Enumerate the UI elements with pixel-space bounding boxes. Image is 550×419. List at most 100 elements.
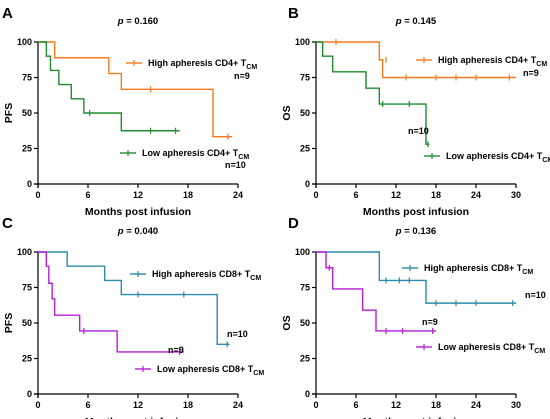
legend-label-main: High apheresis CD4+ T [148,58,247,68]
legend-label: Low apheresis CD8+ TCM [438,342,545,355]
p-value-number: = 0.136 [402,226,437,237]
x-tick-label: 0 [35,190,40,200]
y-tick-label: 0 [305,179,310,189]
y-tick-label: 50 [300,108,310,118]
legend-label-subscript: CM [542,157,550,164]
n-label: n=10 [227,329,248,339]
x-tick-label: 18 [183,400,193,410]
legend-label-subscript: CM [250,275,261,282]
p-value: p = 0.145 [395,16,437,27]
y-tick-label: 25 [22,144,32,154]
y-tick-label: 100 [295,247,310,257]
x-axis-title: Months post infusion [85,206,191,218]
p-value-number: = 0.145 [402,16,437,27]
legend-label-main: High apheresis CD8+ T [424,263,523,273]
x-axis-title: Months post infusion [363,416,469,419]
legend-label: High apheresis CD4+ TCM [148,58,257,71]
legend-label-subscript: CM [536,61,547,68]
p-value-symbol: p [117,16,124,27]
n-label: n=10 [225,160,246,170]
x-tick-label: 30 [511,400,521,410]
p-value-number: = 0.040 [124,226,159,237]
survival-curve [38,251,184,353]
panel-letter: C [2,215,13,232]
survival-curve [38,41,180,132]
x-tick-label: 18 [431,190,441,200]
legend-label-main: Low apheresis CD8+ T [438,342,535,352]
legend-label-subscript: CM [246,64,257,71]
x-tick-label: 12 [391,400,401,410]
x-tick-label: 6 [85,190,90,200]
p-value-symbol: p [395,226,402,237]
n-label: n=9 [234,71,250,81]
x-tick-label: 0 [35,400,40,410]
y-tick-label: 100 [17,247,32,257]
panel-letter: B [288,5,299,22]
x-tick-label: 24 [471,400,481,410]
y-axis-title: PFS [3,103,15,123]
y-tick-label: 25 [300,144,310,154]
survival-curve [316,251,516,304]
legend-label-main: Low apheresis CD4+ T [142,148,239,158]
x-tick-label: 18 [183,190,193,200]
x-tick-label: 0 [313,400,318,410]
p-value: p = 0.160 [117,16,158,27]
panel-d: Dp = 0.136 0 25 50 75 100 0 6 12 18 24 30 Months pos… [281,215,546,419]
y-axis-title: OS [281,105,293,120]
x-tick-label: 24 [233,190,243,200]
legend-label: High apheresis CD8+ TCM [424,263,533,276]
x-tick-label: 0 [313,190,318,200]
y-tick-label: 25 [300,354,310,364]
x-tick-label: 24 [471,190,481,200]
y-tick-label: 100 [295,37,310,47]
x-tick-label: 12 [133,190,143,200]
x-tick-label: 6 [353,190,358,200]
x-axis-title: Months post infusion [363,206,469,218]
legend-label-subscript: CM [238,154,249,161]
x-tick-label: 24 [233,400,243,410]
n-label: n=10 [408,126,429,136]
legend-label-subscript: CM [253,370,264,377]
p-value-symbol: p [117,226,124,237]
y-tick-label: 50 [22,318,32,328]
panel-letter: A [2,5,13,22]
legend-label-main: Low apheresis CD8+ T [157,364,254,374]
n-label: n=10 [525,290,546,300]
survival-curve [316,251,436,332]
x-tick-label: 18 [431,400,441,410]
x-axis-title: Months post infusion [85,416,191,419]
y-tick-label: 50 [22,108,32,118]
y-tick-label: 50 [300,318,310,328]
p-value: p = 0.136 [395,226,436,237]
y-tick-label: 0 [27,179,32,189]
legend-label: Low apheresis CD4+ TCM [142,148,249,161]
survival-curve [38,251,230,345]
legend-label: High apheresis CD4+ TCM [438,55,547,68]
legend-label-main: High apheresis CD8+ T [152,269,251,279]
y-tick-label: 75 [300,283,310,293]
y-tick-label: 75 [22,73,32,83]
series-high: High apheresis CD8+ TCM n=10 [38,251,261,348]
legend-label-subscript: CM [534,348,545,355]
y-axis-title: OS [281,315,293,330]
n-label: n=9 [168,345,184,355]
legend-label-subscript: CM [522,269,533,276]
n-label: n=9 [422,317,438,327]
x-tick-label: 6 [85,400,90,410]
n-label: n=9 [523,68,539,78]
y-tick-label: 75 [300,73,310,83]
y-tick-label: 25 [22,354,32,364]
y-tick-label: 0 [305,389,310,399]
legend-label-main: High apheresis CD4+ T [438,55,537,65]
y-tick-label: 100 [17,37,32,47]
panel-c: Cp = 0.040 0 25 50 75 100 0 6 12 18 24 Months post … [2,215,264,419]
